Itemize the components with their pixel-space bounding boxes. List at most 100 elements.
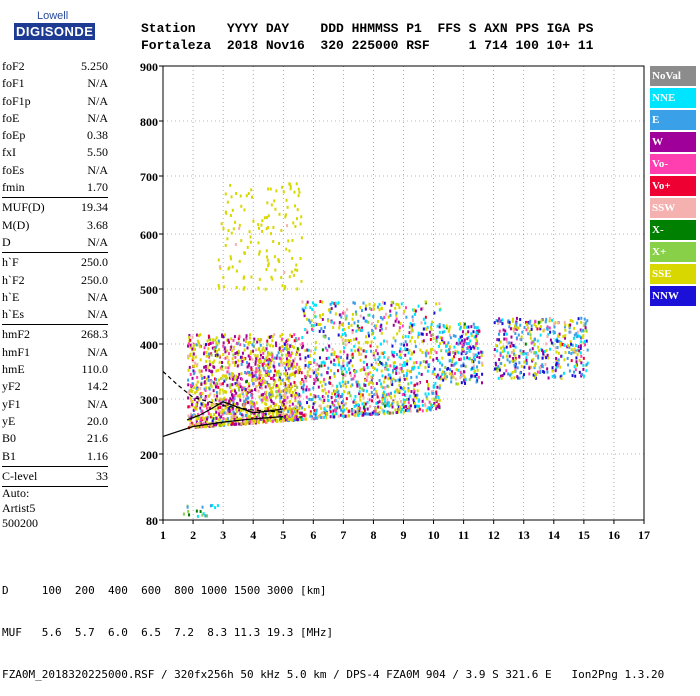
- echo-point: [437, 398, 440, 402]
- echo-point: [282, 412, 285, 416]
- echo-point: [235, 269, 238, 273]
- echo-point: [304, 306, 307, 310]
- echo-point: [282, 348, 285, 352]
- echo-point: [313, 310, 316, 314]
- echo-point: [368, 380, 371, 384]
- echo-point: [295, 217, 298, 221]
- echo-point: [436, 405, 439, 409]
- echo-point: [269, 187, 272, 191]
- echo-point: [514, 357, 517, 361]
- echo-point: [558, 332, 561, 336]
- echo-point: [278, 393, 281, 397]
- echo-point: [500, 362, 503, 366]
- echo-point: [291, 362, 294, 366]
- echo-point: [333, 415, 336, 419]
- echo-point: [373, 324, 376, 328]
- echo-point: [283, 372, 286, 376]
- echo-point: [195, 407, 198, 411]
- echo-point: [192, 343, 195, 347]
- echo-point: [340, 367, 343, 371]
- echo-point: [356, 411, 359, 415]
- echo-point: [529, 336, 532, 340]
- echo-point: [302, 417, 305, 421]
- echo-point: [334, 312, 337, 316]
- echo-point: [190, 390, 193, 394]
- echo-point: [421, 399, 424, 403]
- echo-point: [247, 342, 250, 346]
- echo-point: [218, 399, 221, 403]
- echo-point: [535, 351, 538, 355]
- y-tick-label: 800: [140, 115, 158, 129]
- echo-point: [348, 391, 351, 395]
- echo-point: [210, 402, 213, 406]
- echo-point: [258, 250, 261, 254]
- echo-point: [322, 379, 325, 383]
- param-value: 5.50: [87, 145, 108, 160]
- echo-point: [360, 367, 363, 371]
- echo-point: [242, 405, 245, 409]
- echo-point: [584, 326, 587, 330]
- echo-point: [353, 321, 356, 325]
- echo-point: [525, 322, 528, 326]
- echo-point: [382, 402, 385, 406]
- echo-point: [273, 369, 276, 373]
- param-group-virtual-heights: h`F 250.0 h`F2 250.0 h`E N/A h`Es N/A: [2, 254, 108, 323]
- echo-point: [421, 340, 424, 344]
- echo-point: [197, 413, 200, 417]
- echo-point: [554, 338, 557, 342]
- echo-point: [438, 342, 441, 346]
- echo-point: [278, 374, 281, 378]
- echo-point: [564, 334, 567, 338]
- echo-point: [294, 388, 297, 392]
- echo-point: [457, 322, 460, 326]
- echo-point: [574, 368, 577, 372]
- echo-point: [338, 326, 341, 330]
- echo-point: [281, 185, 284, 189]
- echo-point: [290, 364, 293, 368]
- echo-point: [327, 308, 330, 312]
- echo-point: [253, 374, 256, 378]
- echo-point: [439, 375, 442, 379]
- echo-point: [420, 372, 423, 376]
- echo-point: [360, 328, 363, 332]
- echo-point: [243, 338, 246, 342]
- echo-point: [380, 361, 383, 365]
- echo-point: [226, 422, 229, 426]
- echo-point: [314, 379, 317, 383]
- echo-point: [453, 372, 456, 376]
- echo-point: [291, 402, 294, 406]
- echo-point: [300, 236, 303, 240]
- echo-point: [373, 356, 376, 360]
- echo-point: [311, 301, 314, 305]
- echo-point: [291, 352, 294, 356]
- param-name: fxI: [2, 145, 16, 160]
- echo-point: [261, 379, 264, 383]
- echo-point: [372, 307, 375, 311]
- echo-point: [568, 369, 571, 373]
- echo-point: [407, 401, 410, 405]
- echo-point: [188, 391, 191, 395]
- echo-point: [386, 401, 389, 405]
- echo-point: [358, 406, 361, 410]
- echo-point: [476, 346, 479, 350]
- echo-point: [321, 395, 324, 399]
- echo-point: [323, 398, 326, 402]
- echo-point: [400, 302, 403, 306]
- echo-point: [313, 408, 316, 412]
- echo-point: [268, 406, 271, 410]
- echo-point: [271, 339, 274, 343]
- echo-point: [334, 390, 337, 394]
- echo-point: [377, 362, 380, 366]
- echo-point: [337, 369, 340, 373]
- echo-point: [374, 412, 377, 416]
- echo-point: [448, 325, 451, 329]
- echo-point: [325, 416, 328, 420]
- echo-point: [263, 378, 266, 382]
- header-labels: Station YYYY DAY DDD HHMMSS P1 FFS S AXN…: [141, 21, 594, 36]
- echo-point: [207, 375, 210, 379]
- echo-point: [435, 375, 438, 379]
- echo-point: [248, 371, 251, 375]
- echo-point: [250, 195, 253, 199]
- echo-point: [214, 383, 217, 387]
- echo-point: [222, 382, 225, 386]
